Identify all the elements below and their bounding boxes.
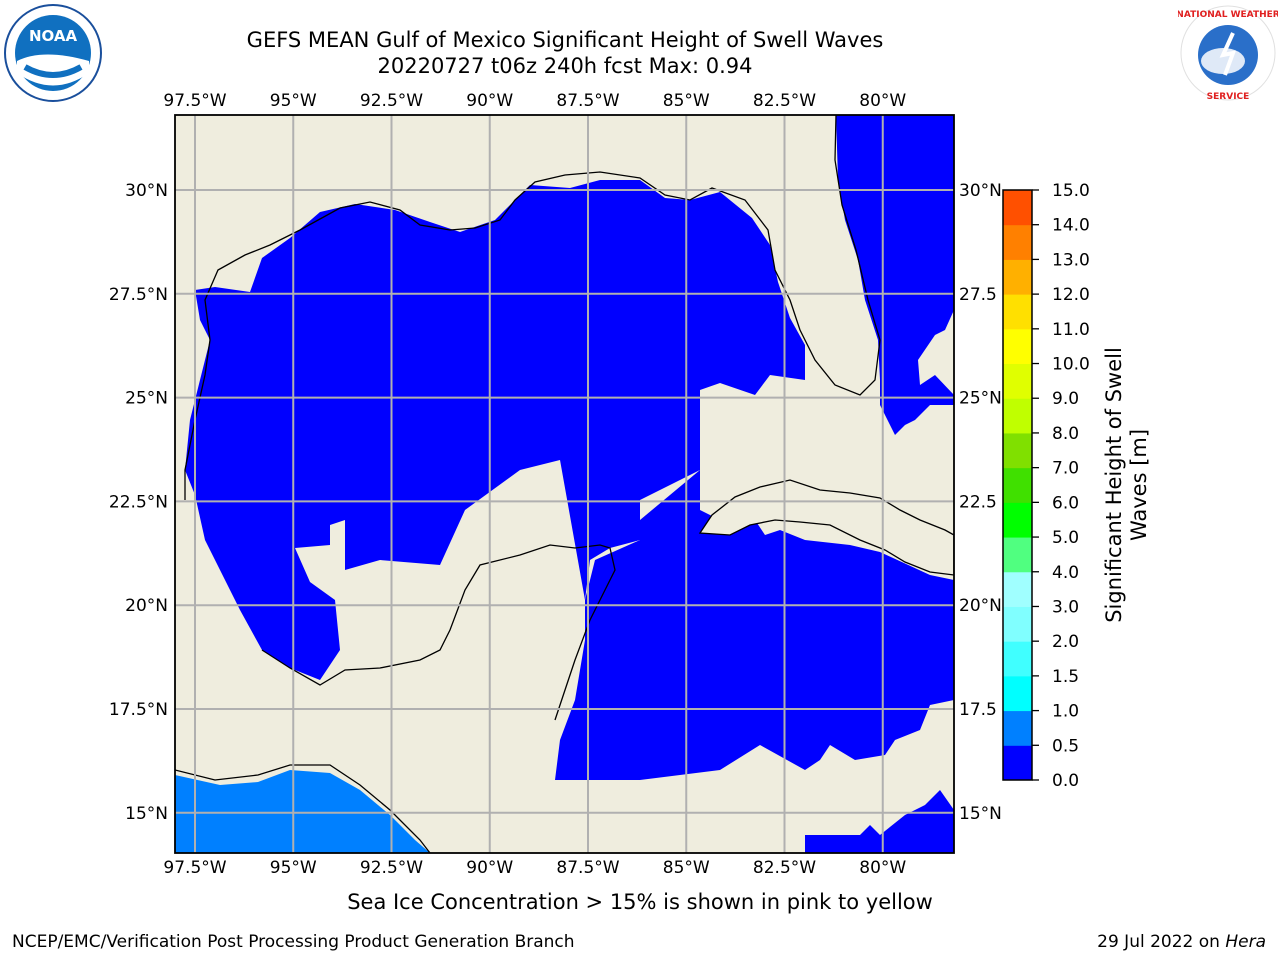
colorbar-segment <box>1003 745 1032 781</box>
lat-label-left: 25°N <box>125 389 168 409</box>
colorbar-tick-label: 2.0 <box>1052 632 1079 652</box>
lat-label-right: 22.5 <box>959 492 997 512</box>
colorbar-tick-label: 0.0 <box>1052 771 1079 791</box>
colorbar: 15.0 14.0 13.0 12.0 11.0 10.0 9.0 8.0 7.0 6.0 5.0 4… <box>1002 181 1090 791</box>
lat-label-right: 20°N <box>959 596 1002 616</box>
colorbar-tick-label: 4.0 <box>1052 563 1079 583</box>
lat-label-right: 30°N <box>959 181 1002 201</box>
colorbar-segment <box>1003 294 1032 330</box>
lon-label-top: 92.5°W <box>360 91 423 111</box>
credit-text: NCEP/EMC/Verification Post Processing Pr… <box>12 932 575 952</box>
colorbar-segment <box>1003 363 1032 399</box>
svg-text:SERVICE: SERVICE <box>1207 92 1250 102</box>
colorbar-tick-label: 3.0 <box>1052 597 1079 617</box>
lon-label-top: 80°W <box>859 91 906 111</box>
lon-labels-bottom: 97.5°W 95°W 92.5°W 90°W 87.5°W 85°W 82.5°W 80°W <box>163 858 906 878</box>
colorbar-label-line2: Waves [m] <box>1127 428 1151 542</box>
nws-logo: NATIONAL WEATHER SERVICE <box>1178 5 1278 102</box>
colorbar-segment <box>1003 502 1032 538</box>
chart-title: GEFS MEAN Gulf of Mexico Significant Hei… <box>246 28 884 52</box>
colorbar-tick-label: 8.0 <box>1052 424 1079 444</box>
lon-label-top: 95°W <box>270 91 317 111</box>
colorbar-tick-label: 7.0 <box>1052 459 1079 479</box>
colorbar-tick-label: 6.0 <box>1052 493 1079 513</box>
lon-label-bottom: 92.5°W <box>360 858 423 878</box>
colorbar-tick-label: 14.0 <box>1052 216 1090 236</box>
lat-label-left: 27.5°N <box>109 285 168 305</box>
lon-label-bottom: 97.5°W <box>163 858 226 878</box>
lat-label-right: 25°N <box>959 389 1002 409</box>
colorbar-tick-label: 10.0 <box>1052 355 1090 375</box>
chart-subtitle: 20220727 t06z 240h fcst Max: 0.94 <box>377 54 753 78</box>
lon-label-bottom: 80°W <box>859 858 906 878</box>
sea-ice-footnote: Sea Ice Concentration > 15% is shown in … <box>347 890 933 914</box>
svg-text:NOAA: NOAA <box>29 27 78 45</box>
gulf-swell-field <box>185 180 805 680</box>
colorbar-tick-label: 12.0 <box>1052 285 1090 305</box>
colorbar-tick-label: 1.5 <box>1052 667 1079 687</box>
map-frame <box>174 114 955 854</box>
colorbar-tick-label: 15.0 <box>1052 181 1090 201</box>
lat-label-left: 17.5°N <box>109 700 168 720</box>
lat-label-left: 15°N <box>125 804 168 824</box>
colorbar-segment <box>1003 328 1032 365</box>
lon-label-top: 87.5°W <box>556 91 619 111</box>
colorbar-label-line1: Significant Height of Swell <box>1102 347 1126 623</box>
lat-label-left: 20°N <box>125 596 168 616</box>
colorbar-segment <box>1003 190 1032 226</box>
caribbean-swell-field-south <box>805 790 954 853</box>
date-host: Hera <box>1225 932 1266 952</box>
lon-label-top: 85°W <box>663 91 710 111</box>
lon-labels-top: 97.5°W 95°W 92.5°W 90°W 87.5°W 85°W 82.5°W 80°W <box>163 91 906 111</box>
lat-label-right: 27.5 <box>959 285 997 305</box>
lon-label-bottom: 82.5°W <box>753 858 816 878</box>
lat-labels-right: 30°N 27.5 25°N 22.5 20°N 17.5 15°N <box>959 181 1002 824</box>
gulf-coastline <box>175 544 616 853</box>
colorbar-tick-label: 0.5 <box>1052 736 1079 756</box>
lat-label-left: 30°N <box>125 181 168 201</box>
colorbar-segment <box>1003 675 1032 712</box>
lat-label-left: 22.5°N <box>109 492 168 512</box>
colorbar-segment <box>1003 537 1032 573</box>
lat-label-right: 17.5 <box>959 700 997 720</box>
lon-label-bottom: 95°W <box>270 858 317 878</box>
colorbar-tick-label: 13.0 <box>1052 250 1090 270</box>
lon-label-bottom: 90°W <box>466 858 513 878</box>
colorbar-segment <box>1003 606 1032 642</box>
atlantic-swell-field <box>836 115 954 435</box>
colorbar-tick-label: 5.0 <box>1052 528 1079 548</box>
colorbar-segment <box>1003 224 1032 260</box>
caribbean-swell-field <box>555 470 954 780</box>
colorbar-label: Significant Height of Swell Waves [m] <box>1102 347 1152 623</box>
colorbar-segment <box>1003 710 1032 746</box>
date-prefix: 29 Jul 2022 on <box>1097 932 1226 952</box>
colorbar-segment <box>1003 467 1032 503</box>
lon-label-top: 90°W <box>466 91 513 111</box>
us-coastline <box>184 115 881 500</box>
colorbar-segment <box>1003 259 1032 295</box>
colorbar-segment <box>1003 571 1032 607</box>
cuba-island <box>698 479 954 576</box>
colorbar-tick-label: 11.0 <box>1052 320 1090 340</box>
colorbar-segment <box>1003 398 1032 434</box>
colorbar-tick-label: 1.0 <box>1052 702 1079 722</box>
svg-text:NATIONAL WEATHER: NATIONAL WEATHER <box>1178 10 1278 20</box>
lon-label-bottom: 87.5°W <box>556 858 619 878</box>
noaa-logo: NOAA <box>4 4 102 102</box>
generation-date: 29 Jul 2022 on Hera <box>1097 932 1266 952</box>
graticule <box>175 115 954 853</box>
colorbar-frame <box>1002 189 1033 781</box>
lat-labels-left: 30°N 27.5°N 25°N 22.5°N 20°N 17.5°N 15°N <box>109 181 168 824</box>
colorbar-segment <box>1003 432 1032 469</box>
lat-label-right: 15°N <box>959 804 1002 824</box>
colorbar-tick-label: 9.0 <box>1052 389 1079 409</box>
pacific-swell-field <box>175 770 430 853</box>
lon-label-bottom: 85°W <box>663 858 710 878</box>
lon-label-top: 82.5°W <box>753 91 816 111</box>
lon-label-top: 97.5°W <box>163 91 226 111</box>
colorbar-segment <box>1003 641 1032 677</box>
